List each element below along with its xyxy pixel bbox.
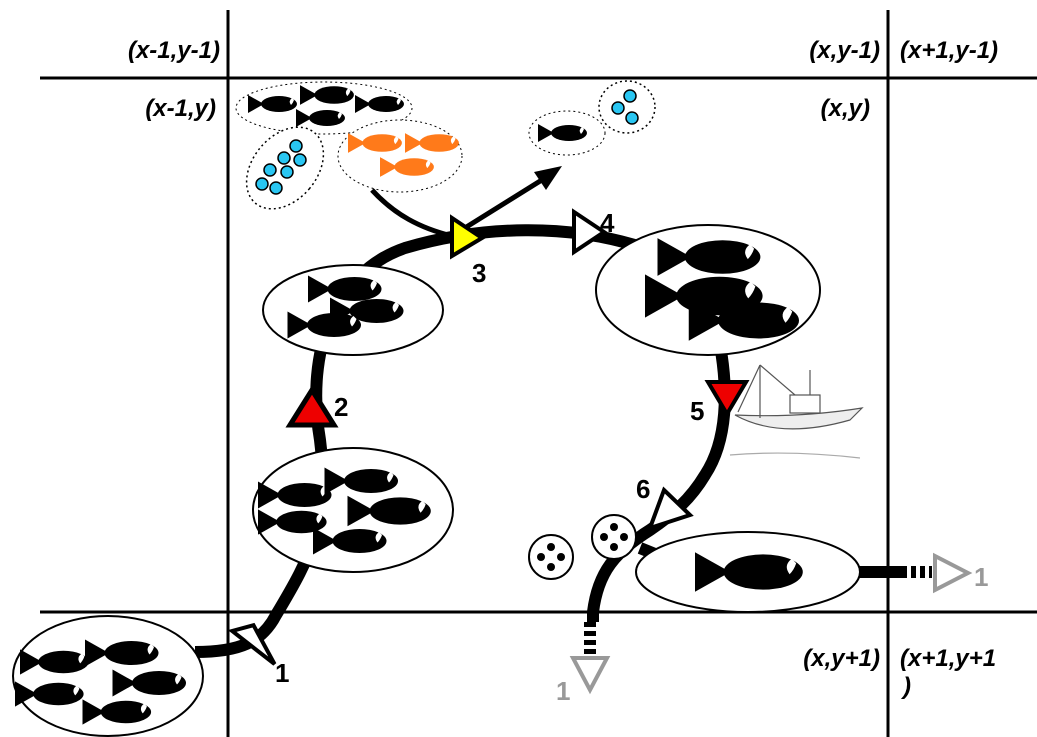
exit-number: 1 <box>556 676 570 706</box>
boat <box>730 365 862 458</box>
step-marker <box>708 382 746 414</box>
cell-label: (x,y-1) <box>809 37 880 64</box>
fish-group <box>13 616 203 736</box>
step-number: 6 <box>636 474 650 504</box>
cell-label: (x+1,y+1 <box>900 645 996 672</box>
fish-group <box>596 225 820 355</box>
cell-label: (x,y) <box>821 95 870 122</box>
dotted-group <box>338 120 462 192</box>
egg-group <box>599 81 655 133</box>
dotted-group <box>529 111 605 155</box>
fish-group <box>636 532 860 612</box>
fish-group <box>263 265 443 355</box>
step-number: 4 <box>600 208 615 238</box>
exit-marker <box>935 556 968 590</box>
cell-label: ) <box>900 673 911 700</box>
cell-label: (x-1,y) <box>145 95 216 122</box>
arrowhead <box>534 166 562 190</box>
diagram: (x-1,y-1) (x,y-1) (x+1,y-1) (x-1,y) (x,y… <box>0 0 1037 737</box>
step-number: 3 <box>472 258 486 288</box>
fish-group <box>253 448 453 572</box>
egg-cluster <box>529 515 636 579</box>
exit-number: 1 <box>974 562 988 592</box>
step-number: 1 <box>275 658 289 688</box>
cell-label: (x-1,y-1) <box>128 37 220 64</box>
exit-marker <box>573 658 607 690</box>
step-number: 5 <box>690 396 704 426</box>
cell-label: (x,y+1) <box>803 645 880 672</box>
cell-label: (x+1,y-1) <box>900 37 998 64</box>
step-number: 2 <box>334 392 348 422</box>
step-marker <box>290 390 334 425</box>
